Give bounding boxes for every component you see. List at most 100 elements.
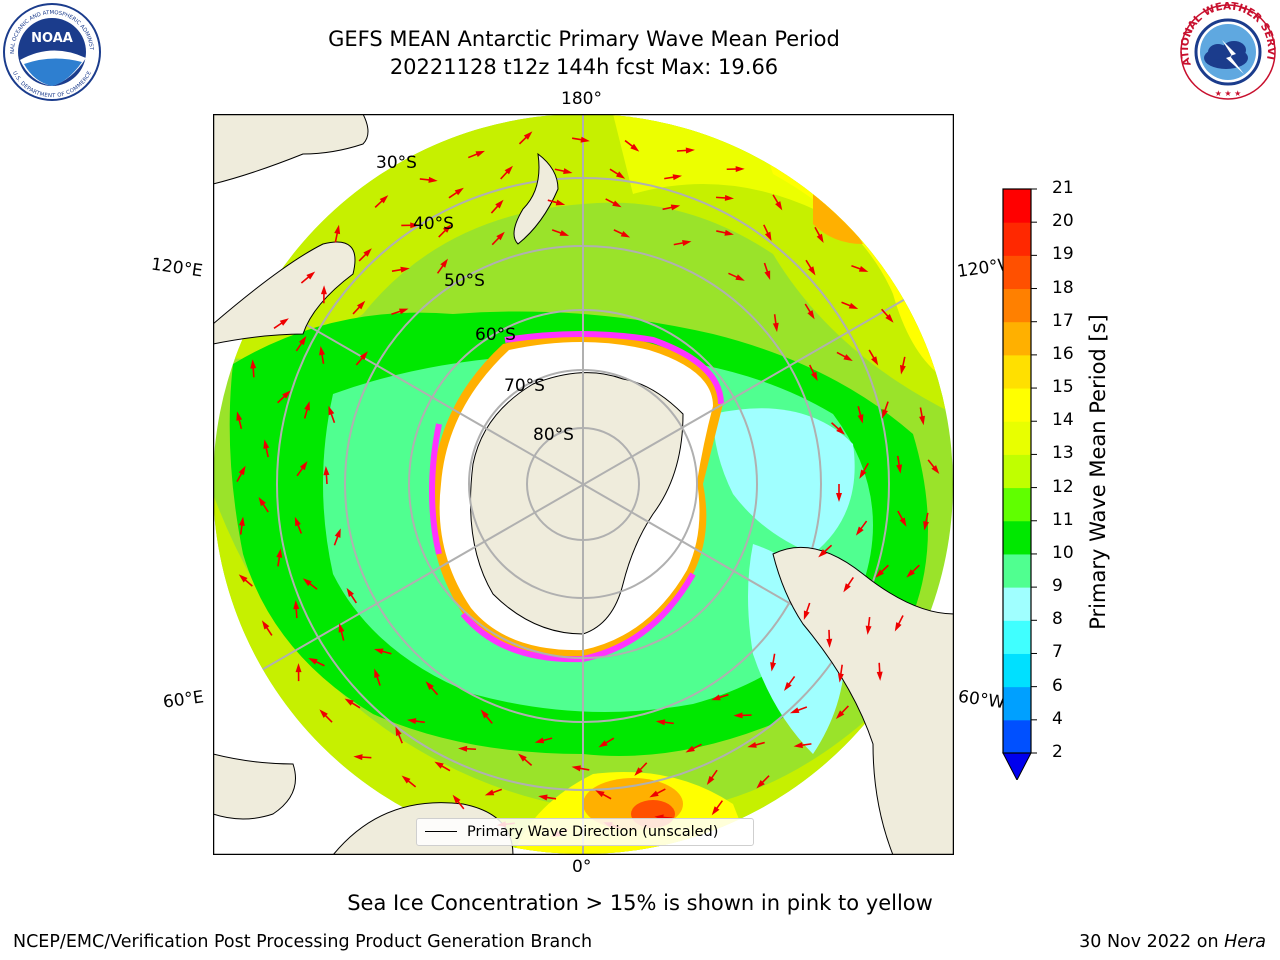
wave-direction-arrowhead <box>859 469 867 479</box>
wave-direction-arrowhead <box>518 753 527 762</box>
wave-direction-arrowhead <box>440 258 448 268</box>
colorbar-tick-label: 7 <box>1052 642 1063 663</box>
colorbar-segment <box>1003 719 1031 754</box>
colorbar-segment <box>1003 288 1031 323</box>
wave-direction-arrowhead <box>425 681 434 690</box>
wave-direction-arrowhead <box>857 414 864 424</box>
wave-direction-arrowhead <box>672 174 683 181</box>
wave-direction-arrowhead <box>534 737 545 744</box>
colorbar-tick-label: 11 <box>1052 509 1074 530</box>
lon-label-bottom: 0° <box>572 857 592 877</box>
legend-line-swatch <box>425 831 457 832</box>
wave-direction-arrowhead <box>302 578 312 587</box>
colorbar-tick-label: 18 <box>1052 277 1074 298</box>
wave-direction-arrowhead <box>735 274 745 281</box>
noaa-logo-icon: NOAA NATIONAL OCEANIC AND ATMOSPHERIC AD… <box>2 2 101 101</box>
lon-label-lower-right: 60°W <box>956 686 1007 714</box>
wave-direction-arrowhead <box>452 794 461 804</box>
wave-direction-arrowhead <box>810 371 818 382</box>
colorbar-tick-label: 8 <box>1052 609 1063 630</box>
colorbar-segment <box>1003 620 1031 654</box>
wave-direction-arrowhead <box>395 726 402 736</box>
wave-direction-arrowhead <box>238 465 246 476</box>
wave-direction-arrowhead <box>328 405 335 416</box>
colorbar-tick-label: 20 <box>1052 211 1074 232</box>
wave-direction-arrowhead <box>353 754 363 761</box>
wave-direction-arrowhead <box>555 199 566 206</box>
wave-direction-arrowhead <box>670 204 681 211</box>
lat-label-50s: 50°S <box>444 271 485 291</box>
wave-direction-arrowhead <box>764 270 771 281</box>
wave-direction-arrowhead <box>706 775 715 785</box>
wave-direction-arrowhead <box>875 569 884 578</box>
wave-direction-arrowhead <box>236 411 243 421</box>
colorbar-segment <box>1003 421 1031 455</box>
wave-period-field <box>213 114 953 854</box>
wave-direction-arrowhead <box>293 600 300 610</box>
wave-direction-arrowhead <box>563 168 573 175</box>
wave-direction-arrowhead <box>406 718 417 725</box>
wave-direction-arrowhead <box>808 266 816 276</box>
wave-direction-arrowhead <box>770 662 777 672</box>
wave-direction-arrowhead <box>454 187 464 196</box>
lat-label-80s: 80°S <box>533 425 574 445</box>
wave-direction-arrowhead <box>356 300 366 310</box>
wave-direction-arrowhead <box>876 671 883 681</box>
lat-label-30s: 30°S <box>376 153 417 173</box>
wave-direction-arrowhead <box>401 775 411 784</box>
wave-direction-arrowhead <box>896 464 903 474</box>
wave-direction-arrowhead <box>496 231 505 241</box>
lat-label-70s: 70°S <box>504 376 545 396</box>
wave-direction-arrowhead <box>711 806 720 816</box>
footer-credit: NCEP/EMC/Verification Post Processing Pr… <box>13 932 593 952</box>
chart-title: GEFS MEAN Antarctic Primary Wave Mean Pe… <box>328 27 840 51</box>
wave-direction-arrowhead <box>899 365 906 375</box>
wave-direction-arrowhead <box>538 794 548 801</box>
wave-direction-arrowhead <box>595 790 605 798</box>
wave-direction-arrowhead <box>711 694 721 701</box>
sea-ice-note: Sea Ice Concentration > 15% is shown in … <box>347 891 933 915</box>
wave-direction-arrowhead <box>276 548 283 558</box>
wave-direction-arrowhead <box>816 233 824 244</box>
wave-direction-arrowhead <box>894 622 902 632</box>
colorbar-tick-label: 19 <box>1052 244 1074 265</box>
wave-direction-arrowhead <box>523 131 533 140</box>
wave-direction-arrowhead <box>379 195 389 204</box>
colorbar <box>1002 188 1037 780</box>
wave-direction-arrowhead <box>282 390 291 399</box>
colorbar-tick-label: 13 <box>1052 443 1074 464</box>
wave-direction-arrowhead <box>295 663 302 673</box>
colorbar-tick-label: 6 <box>1052 675 1063 696</box>
colorbar-tick-label: 14 <box>1052 410 1074 431</box>
colorbar-segment <box>1003 222 1031 256</box>
wave-direction-arrowhead <box>818 549 827 558</box>
wave-direction-arrowhead <box>620 230 631 238</box>
wave-direction-arrowhead <box>299 461 308 471</box>
wave-direction-arrowhead <box>308 658 318 665</box>
wave-direction-arrowhead <box>250 359 257 369</box>
colorbar-tick-label: 15 <box>1052 377 1074 398</box>
colorbar-tick-label: 2 <box>1052 742 1063 762</box>
wave-direction-arrowhead <box>238 516 245 526</box>
wave-direction-arrowhead <box>434 761 444 769</box>
wave-direction-arrowhead <box>848 302 859 309</box>
wave-direction-arrowhead <box>733 712 743 719</box>
chart-subtitle-forecast: 20221128 t12z 144h fcst Max: 19.66 <box>389 55 779 79</box>
wave-direction-arrowhead <box>858 265 869 272</box>
colorbar-segment <box>1003 189 1031 223</box>
wave-direction-arrowhead <box>826 638 833 648</box>
wave-direction-arrowhead <box>835 710 845 719</box>
wave-direction-arrowhead <box>789 707 800 714</box>
wave-direction-arrowhead <box>906 569 915 578</box>
wave-direction-arrowhead <box>724 229 734 236</box>
wave-direction-arrowhead <box>298 335 307 346</box>
wave-direction-arrowhead <box>294 516 301 527</box>
wave-direction-arrowhead <box>634 767 643 776</box>
wave-direction-arrowhead <box>747 741 757 748</box>
colorbar-tick-label: 21 <box>1052 178 1074 198</box>
wave-direction-arrowhead <box>279 318 289 326</box>
lon-label-top: 180° <box>561 89 602 109</box>
graticule <box>213 114 953 854</box>
wave-direction-arrowhead <box>885 313 894 323</box>
polar-map[interactable] <box>213 114 955 856</box>
